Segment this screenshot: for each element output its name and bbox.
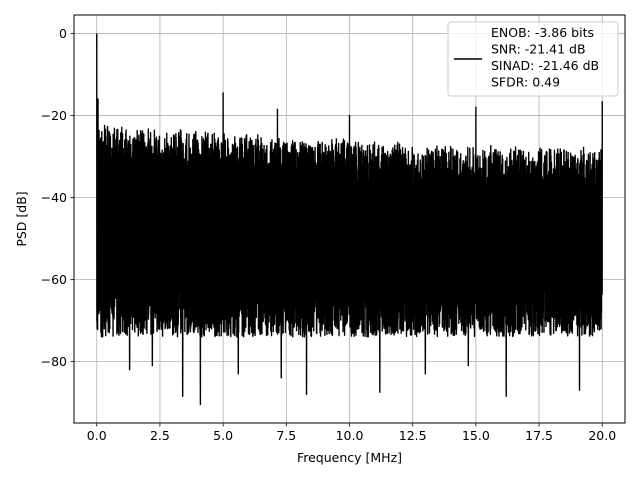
x-tick-label: 12.5 (399, 428, 427, 443)
x-tick-label: 2.5 (150, 428, 170, 443)
data-layer (96, 33, 603, 406)
x-axis-label: Frequency [MHz] (297, 450, 402, 465)
legend-entry-text: ENOB: -3.86 bits (491, 25, 594, 40)
ticks: 0.0 2.5 5.0 7.5 10.0 12.5 15.0 17.5 20.0 0 −20 −40 −… (41, 26, 617, 443)
psd-series-line (96, 33, 603, 406)
x-tick-label: 5.0 (213, 428, 233, 443)
x-tick-label: 20.0 (588, 428, 616, 443)
x-tick-label: 15.0 (462, 428, 490, 443)
x-tick-label: 17.5 (525, 428, 553, 443)
legend-box (447, 21, 619, 97)
y-axis-label: PSD [dB] (14, 191, 29, 246)
x-tick-label: 10.0 (336, 428, 364, 443)
y-tick-label: −40 (41, 190, 67, 205)
y-tick-label: −80 (41, 354, 67, 369)
y-tick-label: 0 (59, 26, 67, 41)
y-tick-label: −20 (41, 108, 67, 123)
x-tick-label: 0.0 (87, 428, 107, 443)
legend-entry-text: SINAD: -21.46 dB (491, 58, 599, 73)
x-tick-label: 7.5 (276, 428, 296, 443)
legend-entry-text: SFDR: 0.49 (491, 75, 560, 90)
legend-entry-text: SNR: -21.41 dB (491, 42, 586, 57)
y-tick-label: −60 (41, 272, 67, 287)
